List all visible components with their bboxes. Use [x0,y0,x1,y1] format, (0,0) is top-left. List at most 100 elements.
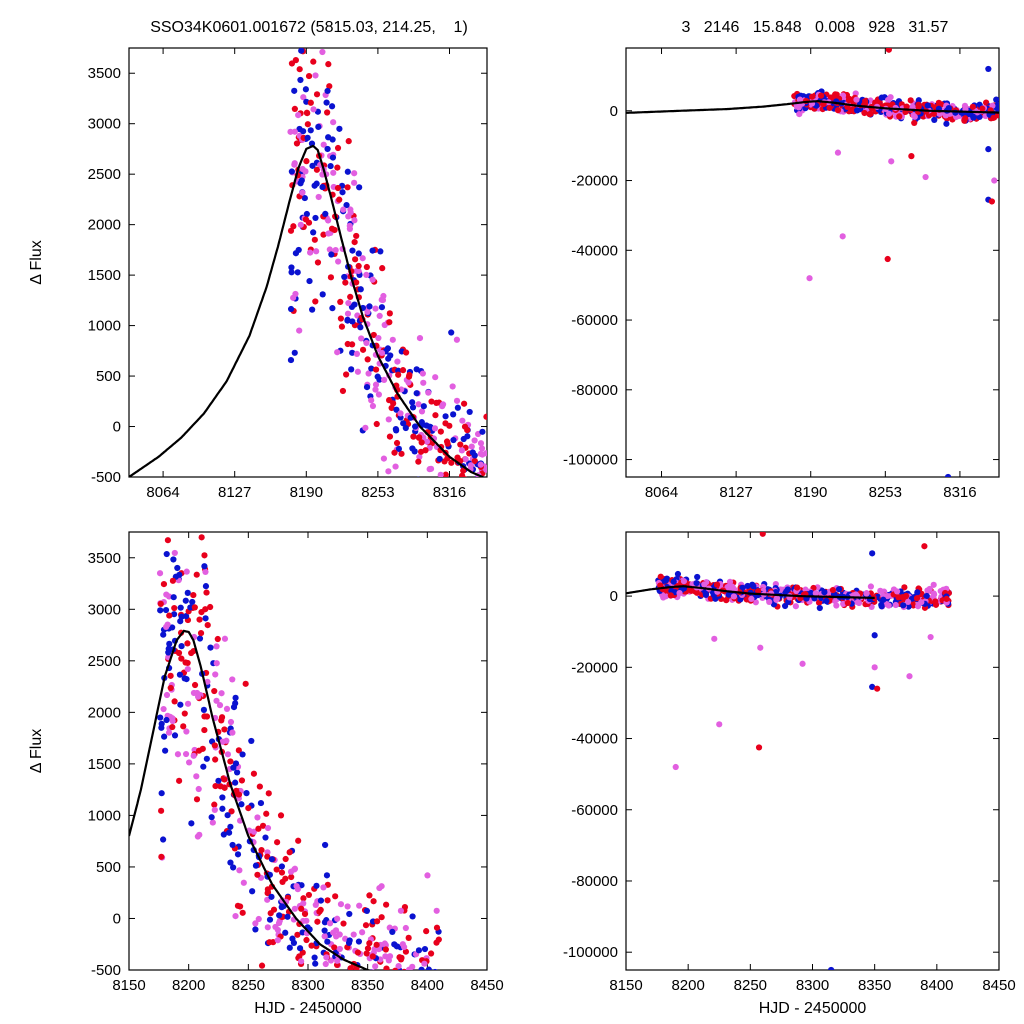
data-point-red [212,782,219,790]
data-point-red [305,72,313,80]
data-point-pink [365,370,372,377]
data-point-blue [207,644,214,651]
data-point-blue [479,428,486,435]
data-point-blue [323,872,331,879]
data-point-pink [334,915,341,922]
y-tick-label: 500 [96,859,121,876]
data-point-red [414,1003,420,1009]
data-point-red [345,138,352,145]
data-point-pink [468,490,474,496]
data-point-red [344,184,351,191]
data-point-red [327,274,335,281]
data-point-blue [415,947,423,954]
data-point-pink [255,915,262,923]
data-point-pink [363,271,370,278]
data-point-pink [354,368,362,375]
outlier-point [874,685,881,692]
data-point-pink [334,349,341,356]
data-point-pink [480,481,486,487]
y-tick-label: -20000 [571,659,618,676]
data-point-blue [215,777,222,784]
x-tick-label: 8300 [291,977,324,994]
data-point-pink [335,258,342,265]
data-point-pink [346,225,354,232]
y-tick-label: 1500 [88,267,121,284]
data-point-red [166,612,173,619]
data-point-red [204,621,211,629]
data-point-red [175,649,183,657]
data-point-red [164,537,172,544]
data-point-red [212,756,219,763]
data-point-red [250,770,258,777]
data-point-blue [158,720,165,727]
data-point-pink [307,249,314,256]
data-point-red [308,942,315,949]
data-point-blue [182,464,188,470]
right-header-title: 3 2146 15.848 0.008 928 31.57 [682,19,949,36]
data-point-red [366,892,373,899]
data-point-red [369,953,376,960]
data-point-pink [213,643,220,650]
y-tick-label: -40000 [571,731,618,748]
outlier-point [806,275,813,282]
data-point-red [386,310,393,317]
y-tick-label: 500 [96,368,121,385]
data-point-blue [670,578,677,585]
data-point-blue [300,128,307,135]
data-point-red [326,83,333,90]
data-point-pink [310,106,317,113]
data-point-red [902,592,910,599]
data-point-blue [262,834,269,841]
data-point-red [239,909,246,916]
data-point-pink [315,193,322,201]
data-point-pink [302,168,309,175]
data-point-red [809,93,816,100]
data-point-pink [395,962,402,970]
data-point-pink [186,759,193,766]
data-point-pink [375,391,383,398]
data-point-blue [993,96,999,103]
y-tick-label: 3500 [88,65,121,82]
data-point-pink [383,980,389,986]
data-point-pink [701,581,708,588]
data-point-red [464,427,471,434]
data-point-red [374,918,381,925]
data-point-red [901,584,908,591]
data-point-red [197,629,205,637]
data-point-blue [227,859,234,866]
data-point-red [401,968,407,970]
data-point-red [303,936,310,944]
data-point-blue [329,154,337,161]
data-point-blue [416,476,420,477]
data-point-pink [224,751,232,758]
data-point-red [378,914,385,921]
data-point-pink [416,335,424,342]
data-point-blue [393,406,400,413]
data-point-red [457,441,464,448]
data-point-red [157,600,164,607]
data-point-blue [431,1016,437,1022]
data-point-pink [381,940,388,947]
data-point-blue [425,966,432,970]
data-point-blue [310,229,317,236]
data-point-red [353,232,360,240]
data-point-blue [297,180,304,187]
data-point-red [320,231,327,238]
data-point-red [188,649,195,657]
y-tick-label: 0 [113,419,121,436]
data-point-pink [399,941,406,948]
data-point-red [171,698,178,705]
data-point-blue [900,602,907,609]
data-point-blue [268,893,275,900]
data-point-red [191,681,199,689]
data-point-blue [249,888,256,895]
data-point-blue [230,764,237,771]
data-point-blue [448,329,455,336]
data-point-blue [469,449,476,456]
data-point-red [479,532,485,538]
data-point-pink [477,461,484,468]
data-point-pink [193,773,200,780]
data-point-pink [356,902,363,909]
data-point-blue [252,862,260,869]
data-point-red [339,387,347,395]
